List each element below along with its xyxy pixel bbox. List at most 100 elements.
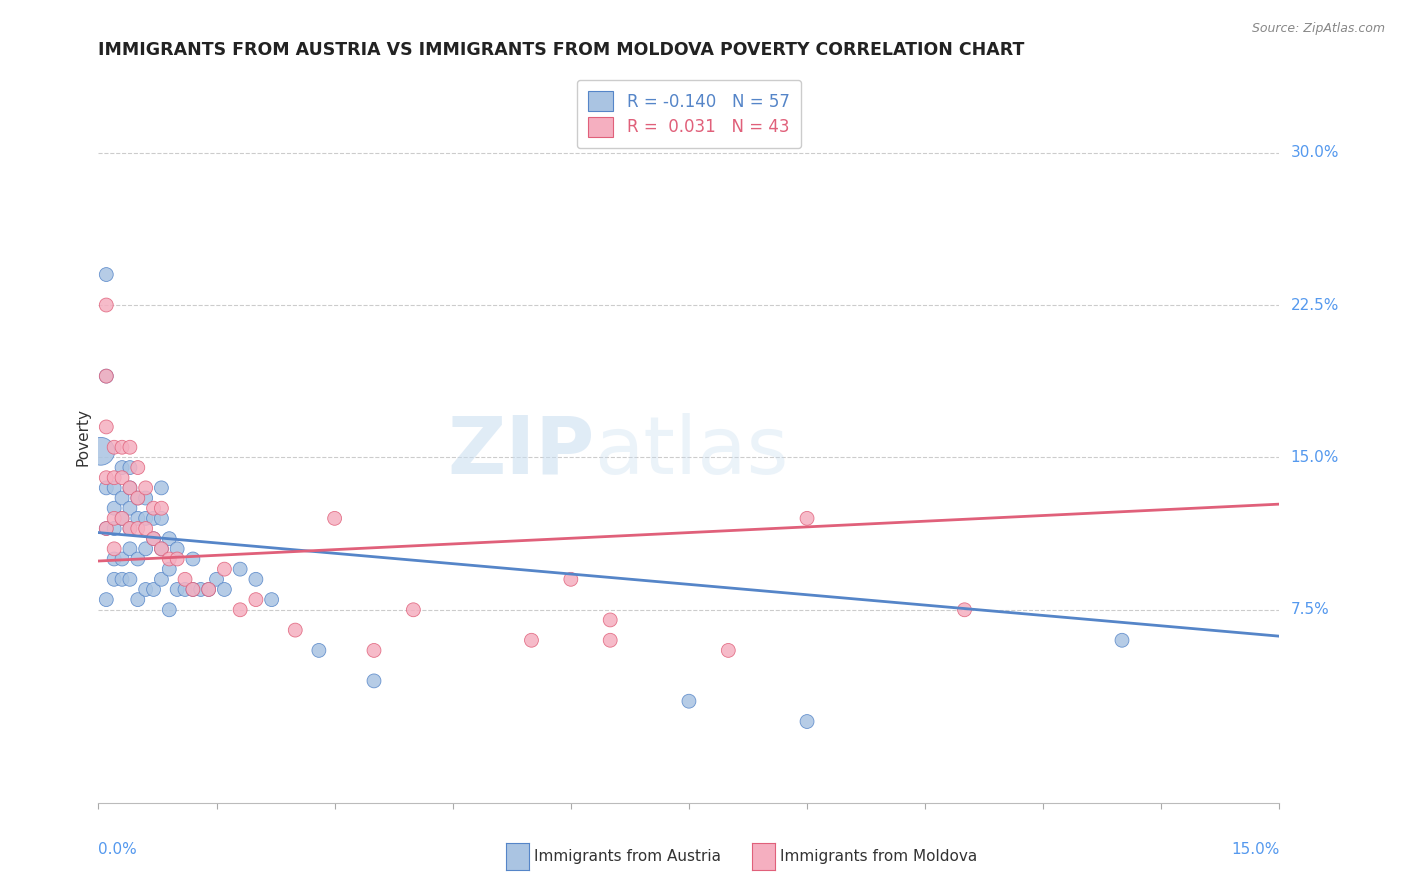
Point xyxy=(166,552,188,566)
Text: 15.0%: 15.0% xyxy=(1232,842,1279,856)
Point xyxy=(127,491,149,505)
Point xyxy=(111,511,134,525)
Point xyxy=(96,522,118,536)
Point xyxy=(157,603,180,617)
Text: 30.0%: 30.0% xyxy=(1291,145,1339,161)
Point xyxy=(135,541,157,556)
Point xyxy=(96,298,118,312)
Text: 15.0%: 15.0% xyxy=(1291,450,1339,465)
Point xyxy=(103,541,125,556)
Point xyxy=(245,592,267,607)
Point xyxy=(214,562,236,576)
Point xyxy=(229,562,252,576)
Point xyxy=(135,491,157,505)
Point xyxy=(103,522,125,536)
Point xyxy=(157,552,180,566)
Point xyxy=(96,471,118,485)
Point xyxy=(127,522,149,536)
Point xyxy=(229,603,252,617)
Point xyxy=(127,491,149,505)
Point xyxy=(111,552,134,566)
Text: atlas: atlas xyxy=(595,413,789,491)
Point xyxy=(166,541,188,556)
Point xyxy=(111,471,134,485)
Text: Source: ZipAtlas.com: Source: ZipAtlas.com xyxy=(1251,22,1385,36)
Point xyxy=(135,522,157,536)
Point xyxy=(796,511,818,525)
Point xyxy=(717,643,740,657)
Point xyxy=(127,460,149,475)
Point xyxy=(103,471,125,485)
Point xyxy=(166,582,188,597)
Point xyxy=(96,522,118,536)
Point xyxy=(142,582,165,597)
Point xyxy=(96,592,118,607)
Point xyxy=(135,582,157,597)
Point xyxy=(118,522,141,536)
Point xyxy=(190,582,212,597)
Point xyxy=(96,369,118,384)
Point xyxy=(142,532,165,546)
Point xyxy=(796,714,818,729)
Point xyxy=(103,481,125,495)
Point xyxy=(111,460,134,475)
Point xyxy=(118,440,141,454)
Point xyxy=(599,633,621,648)
Point xyxy=(90,444,112,458)
Point xyxy=(260,592,283,607)
Point xyxy=(118,572,141,586)
Point xyxy=(150,541,173,556)
Point xyxy=(363,643,385,657)
Legend: R = -0.140   N = 57, R =  0.031   N = 43: R = -0.140 N = 57, R = 0.031 N = 43 xyxy=(576,79,801,148)
Text: Immigrants from Austria: Immigrants from Austria xyxy=(534,849,721,863)
Point xyxy=(142,511,165,525)
Point xyxy=(103,440,125,454)
Text: IMMIGRANTS FROM AUSTRIA VS IMMIGRANTS FROM MOLDOVA POVERTY CORRELATION CHART: IMMIGRANTS FROM AUSTRIA VS IMMIGRANTS FR… xyxy=(98,41,1025,59)
Text: 0.0%: 0.0% xyxy=(98,842,138,856)
Point xyxy=(127,552,149,566)
Point xyxy=(284,623,307,637)
Point xyxy=(678,694,700,708)
Text: 22.5%: 22.5% xyxy=(1291,298,1339,312)
Point xyxy=(103,501,125,516)
Point xyxy=(150,511,173,525)
Point xyxy=(118,522,141,536)
Point xyxy=(135,481,157,495)
Text: ZIP: ZIP xyxy=(447,413,595,491)
Point xyxy=(142,501,165,516)
Point xyxy=(150,541,173,556)
Point xyxy=(205,572,228,586)
Point xyxy=(118,501,141,516)
Point xyxy=(323,511,346,525)
Point xyxy=(150,481,173,495)
Point xyxy=(118,481,141,495)
Point xyxy=(181,582,204,597)
Point xyxy=(96,268,118,282)
Point xyxy=(96,369,118,384)
Point xyxy=(150,501,173,516)
Point xyxy=(111,491,134,505)
Point xyxy=(118,481,141,495)
Point xyxy=(96,481,118,495)
Point xyxy=(127,511,149,525)
Point xyxy=(402,603,425,617)
Point xyxy=(150,572,173,586)
Point xyxy=(181,552,204,566)
Y-axis label: Poverty: Poverty xyxy=(75,408,90,467)
Point xyxy=(174,582,197,597)
Point xyxy=(560,572,582,586)
Point xyxy=(1111,633,1133,648)
Point xyxy=(135,511,157,525)
Point xyxy=(174,572,197,586)
Point xyxy=(103,552,125,566)
Point xyxy=(599,613,621,627)
Point xyxy=(214,582,236,597)
Point xyxy=(363,673,385,688)
Point xyxy=(308,643,330,657)
Point xyxy=(111,572,134,586)
Point xyxy=(111,440,134,454)
Point xyxy=(118,541,141,556)
Point xyxy=(953,603,976,617)
Point xyxy=(245,572,267,586)
Point xyxy=(197,582,219,597)
